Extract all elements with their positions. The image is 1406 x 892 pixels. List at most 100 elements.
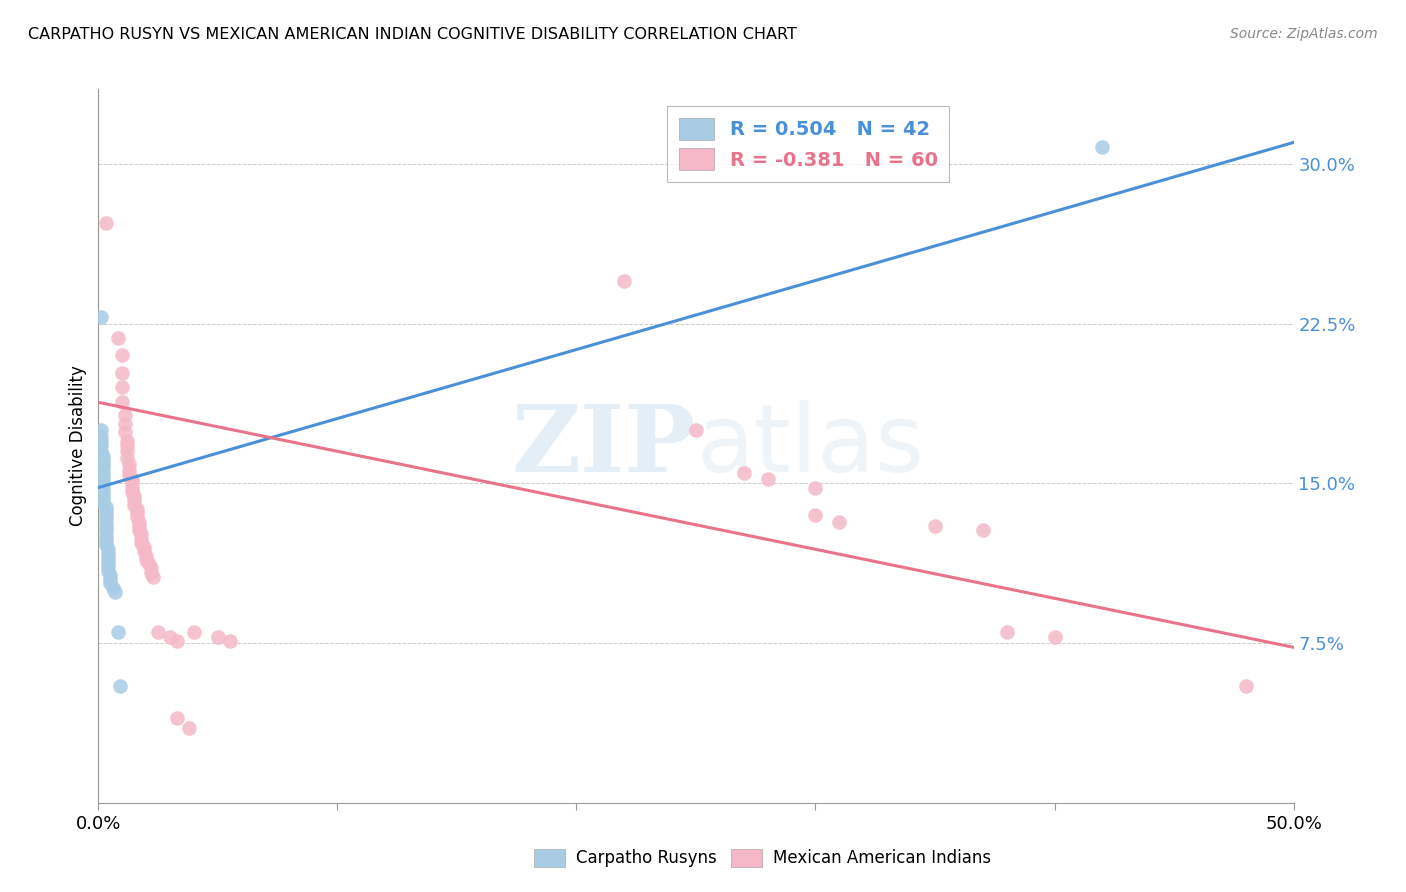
Point (94, 538, 117, 552)
Point (94, 533, 117, 548)
Point (118, 457, 141, 471)
Point (97, 564, 120, 578)
Point (148, 625, 170, 640)
Point (91, 461, 114, 475)
Point (138, 558, 160, 572)
Point (135, 549, 157, 563)
Point (995, 625, 1018, 640)
Point (114, 417, 136, 431)
Point (733, 466, 755, 480)
Legend: R = 0.504   N = 42, R = -0.381   N = 60: R = 0.504 N = 42, R = -0.381 N = 60 (668, 106, 949, 182)
Point (97, 559, 120, 574)
Point (97, 542, 120, 557)
Point (104, 585, 127, 599)
Point (91, 487, 114, 501)
Point (924, 519, 946, 533)
Text: atlas: atlas (696, 400, 924, 492)
Point (131, 527, 153, 541)
Point (804, 481, 827, 495)
Point (115, 434, 138, 448)
Point (159, 630, 181, 644)
Point (97, 555, 120, 569)
Point (91, 470, 114, 484)
Point (114, 425, 136, 439)
Point (1043, 630, 1066, 644)
Point (94, 525, 117, 540)
Point (135, 553, 157, 567)
Point (804, 508, 827, 523)
Point (124, 489, 146, 503)
Point (111, 349, 134, 363)
Point (828, 515, 851, 529)
Point (125, 510, 148, 524)
Text: Mexican American Indians: Mexican American Indians (773, 849, 991, 867)
Point (1091, 139, 1114, 153)
Point (118, 463, 141, 477)
Point (124, 498, 146, 512)
Point (131, 536, 153, 550)
Point (91, 457, 114, 471)
Text: CARPATHO RUSYN VS MEXICAN AMERICAN INDIAN COGNITIVE DISABILITY CORRELATION CHART: CARPATHO RUSYN VS MEXICAN AMERICAN INDIA… (28, 27, 797, 42)
Point (125, 501, 148, 516)
Point (111, 366, 134, 380)
Point (97, 550, 120, 565)
Point (94, 512, 117, 526)
Point (98, 576, 122, 591)
Point (98, 567, 122, 582)
Point (91, 466, 114, 480)
Point (91, 491, 114, 506)
Point (1234, 679, 1257, 693)
Point (142, 570, 165, 584)
Point (166, 634, 188, 648)
Point (685, 423, 707, 437)
Point (219, 634, 242, 648)
Point (107, 331, 129, 345)
Point (613, 274, 636, 288)
Point (94, 529, 117, 543)
Y-axis label: Cognitive Disability: Cognitive Disability (69, 366, 87, 526)
Point (121, 484, 143, 499)
Point (101, 581, 124, 595)
Point (94, 516, 117, 531)
Point (115, 444, 138, 458)
Point (94, 508, 117, 523)
Point (183, 625, 205, 640)
Point (121, 476, 143, 491)
Point (139, 561, 162, 575)
Text: Carpatho Rusyns: Carpatho Rusyns (576, 849, 717, 867)
Point (91, 483, 114, 497)
Point (111, 380, 134, 394)
Point (114, 408, 136, 422)
Point (125, 506, 148, 520)
Point (118, 467, 141, 482)
Point (132, 540, 155, 554)
Point (207, 630, 229, 644)
Point (128, 523, 150, 537)
Point (90, 423, 112, 437)
Point (107, 625, 129, 640)
Point (94, 504, 117, 518)
Point (139, 566, 162, 580)
Point (94, 216, 117, 230)
Point (115, 438, 138, 452)
Point (91, 474, 114, 488)
Point (115, 450, 138, 465)
Point (179, 721, 201, 735)
Text: Source: ZipAtlas.com: Source: ZipAtlas.com (1230, 27, 1378, 41)
Text: ZIP: ZIP (512, 401, 696, 491)
Point (91, 453, 114, 467)
Point (132, 544, 155, 558)
Point (91, 478, 114, 492)
Point (972, 523, 994, 537)
Point (94, 500, 117, 514)
Point (121, 481, 143, 495)
Point (166, 710, 188, 724)
Point (94, 521, 117, 535)
Point (90, 444, 112, 458)
Point (131, 532, 153, 546)
Point (90, 434, 112, 448)
Point (90, 429, 112, 443)
Point (124, 493, 146, 508)
Point (98, 572, 122, 586)
Point (90, 438, 112, 452)
